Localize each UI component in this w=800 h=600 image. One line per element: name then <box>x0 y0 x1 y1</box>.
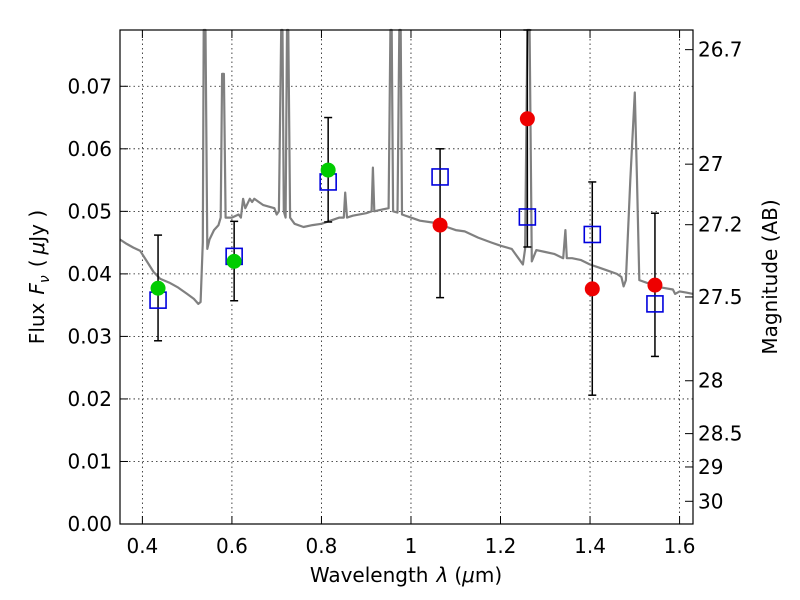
y-axis-label-unit-open: ( <box>25 259 49 267</box>
y-tick-label: 0.03 <box>67 324 112 348</box>
model-square-point <box>518 208 537 226</box>
ticks-layer: 0.4 0.6 0.8 1 1.2 1.4 1.6 0.00 0.01 0.02 0.03 0.04 0… <box>67 30 743 558</box>
y-tick-label: 0.02 <box>67 387 112 411</box>
y2-tick-label: 27 <box>698 152 723 176</box>
model-spectrum-line <box>119 28 694 305</box>
model-square-point <box>431 168 449 186</box>
x-axis-label-text: Wavelength <box>310 563 429 587</box>
y-axis-label-symbol: F <box>25 283 49 295</box>
green-observed-point <box>226 253 242 269</box>
y2-tick-label: 26.7 <box>698 38 743 62</box>
y-tick-label: 0.07 <box>67 74 112 98</box>
y-tick-label: 0.00 <box>67 512 112 536</box>
y2-axis-label: Magnitude (AB) <box>758 199 782 354</box>
data-points-layer <box>149 29 664 396</box>
y-axis-label: Flux Fν ( μJy ) <box>25 210 53 344</box>
x-axis-label-unit-open: ( <box>454 563 462 587</box>
y2-tick-label: 29 <box>698 455 723 479</box>
y-axis-label-subscript: ν <box>37 275 53 283</box>
x-tick-label: 1.2 <box>485 534 517 558</box>
y-axis-label-text: Flux <box>25 302 49 344</box>
y-tick-label: 0.01 <box>67 449 112 473</box>
x-tick-label: 0.8 <box>306 534 338 558</box>
y-tick-label: 0.05 <box>67 199 112 223</box>
model-square-point <box>646 295 664 313</box>
x-tick-label: 0.6 <box>216 534 248 558</box>
y-tick-label: 0.04 <box>67 262 112 286</box>
x-tick-label: 1 <box>405 534 418 558</box>
y2-tick-label: 30 <box>698 489 723 513</box>
x-tick-label: 0.4 <box>126 534 158 558</box>
y2-tick-label: 28 <box>698 369 723 393</box>
y-axis-label-unit-mu: μ <box>25 242 49 256</box>
red-observed-point <box>519 111 535 127</box>
y-axis-label-unit-rest: Jy ) <box>25 210 49 244</box>
x-axis-label-unit-rest: m) <box>475 563 502 587</box>
x-axis-label-unit-mu: μ <box>461 563 475 587</box>
x-axis-label-symbol: λ <box>435 563 448 587</box>
x-tick-label: 1.6 <box>664 534 696 558</box>
red-observed-point <box>584 281 600 297</box>
y2-tick-label: 28.5 <box>698 422 743 446</box>
green-observed-point <box>320 162 336 178</box>
x-axis-label: Wavelength λ (μm) <box>310 563 502 587</box>
y-tick-label: 0.06 <box>67 137 112 161</box>
x-tick-label: 1.4 <box>574 534 606 558</box>
model-spectrum-layer <box>119 28 694 305</box>
red-observed-point <box>647 277 663 293</box>
red-observed-point <box>432 217 448 233</box>
green-observed-point <box>150 280 166 296</box>
y2-tick-label: 27.5 <box>698 285 743 309</box>
y2-tick-label: 27.2 <box>698 213 743 237</box>
plot-frame <box>119 29 694 525</box>
model-square-point <box>583 225 602 244</box>
grid-layer <box>120 30 693 524</box>
